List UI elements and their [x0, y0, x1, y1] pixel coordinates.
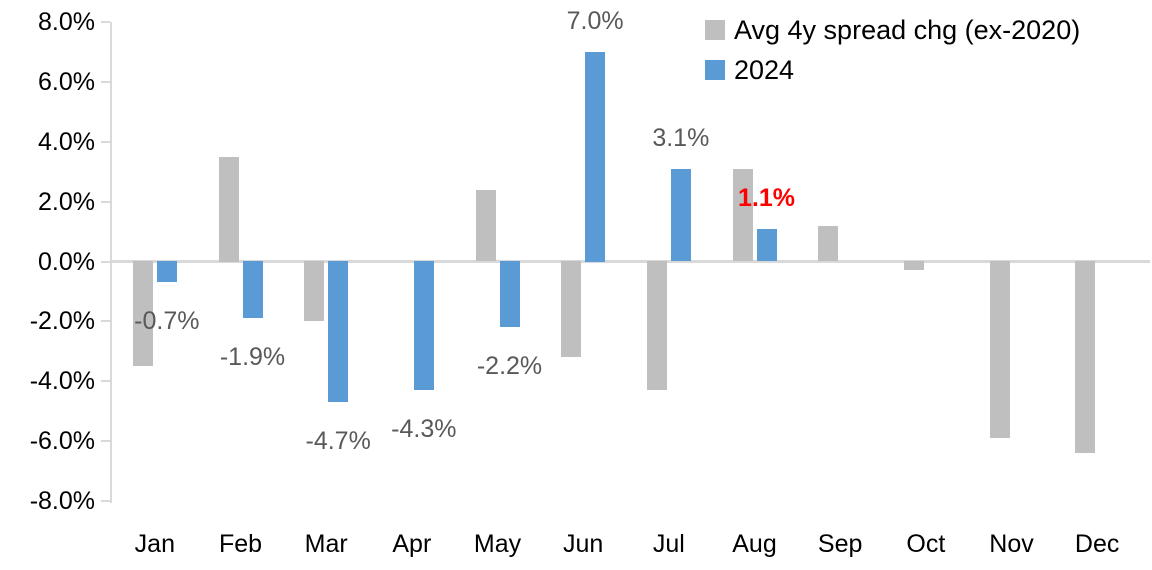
bar-2024-jun	[585, 51, 606, 262]
bar-avg-oct	[903, 260, 924, 271]
data-label-jul: 3.1%	[652, 123, 710, 152]
y-tick-label: 6.0%	[38, 67, 95, 96]
x-axis-label-nov: Nov	[989, 530, 1034, 558]
legend-item-avg-4y-spread: Avg 4y spread chg (ex-2020)	[705, 10, 1080, 50]
bar-2024-jan	[156, 260, 177, 283]
x-axis-label-may: May	[473, 530, 522, 558]
bar-avg-feb	[218, 156, 239, 262]
x-axis-label-oct: Oct	[906, 530, 946, 558]
bar-avg-may	[475, 189, 496, 262]
data-label-mar: -4.7%	[305, 427, 371, 456]
bar-2024-feb	[242, 260, 263, 319]
bar-2024-mar	[328, 260, 349, 403]
y-tick-label: -4.0%	[29, 367, 95, 396]
y-tick-label: 4.0%	[38, 127, 95, 156]
data-label-feb: -1.9%	[219, 343, 286, 372]
x-axis-label-feb: Feb	[218, 530, 263, 558]
bar-avg-aug	[732, 168, 753, 262]
bar-avg-jan	[132, 260, 153, 367]
bar-2024-aug	[756, 228, 777, 262]
y-tick-label: 0.0%	[38, 247, 95, 276]
bar-avg-mar	[304, 260, 325, 322]
data-label-apr: -4.3%	[391, 415, 457, 444]
data-label-aug: 1.1%	[738, 183, 795, 212]
y-tick-label: -6.0%	[29, 427, 95, 456]
x-axis-label-apr: Apr	[392, 530, 432, 558]
x-axis-label-sep: Sep	[817, 530, 863, 558]
data-label-jan: -0.7%	[134, 307, 200, 336]
y-tick-mark	[101, 140, 110, 143]
y-tick-mark	[101, 380, 110, 383]
x-axis-label-dec: Dec	[1074, 530, 1120, 558]
x-axis-label-mar: Mar	[304, 530, 348, 558]
x-axis-label-jun: Jun	[563, 530, 604, 558]
x-axis-label-jan: Jan	[134, 530, 175, 558]
y-axis-line	[110, 22, 112, 503]
y-tick-label: -8.0%	[29, 487, 95, 515]
y-tick-mark	[101, 21, 110, 23]
x-axis-label-jul: Jul	[652, 530, 685, 558]
bar-avg-sep	[818, 225, 839, 262]
bar-avg-jul	[646, 260, 667, 391]
legend-label: Avg 4y spread chg (ex-2020)	[734, 14, 1081, 45]
legend-swatch-icon	[705, 60, 725, 80]
bar-2024-may	[499, 260, 520, 328]
y-tick-label: 8.0%	[38, 8, 95, 36]
bar-avg-nov	[989, 260, 1010, 439]
y-tick-mark	[101, 320, 110, 323]
y-tick-mark	[101, 500, 110, 502]
legend: Avg 4y spread chg (ex-2020) 2024	[705, 10, 1080, 90]
bar-avg-jun	[561, 260, 582, 358]
y-tick-mark	[101, 80, 110, 83]
data-label-may: -2.2%	[476, 352, 543, 381]
y-tick-mark	[101, 440, 110, 443]
zero-line	[112, 260, 1150, 263]
legend-label: 2024	[734, 54, 795, 85]
bar-2024-apr	[413, 260, 434, 391]
bar-2024-jul	[670, 168, 691, 262]
legend-item-2024: 2024	[705, 50, 1080, 90]
data-label-jun: 7.0%	[566, 6, 624, 35]
legend-swatch-icon	[705, 20, 725, 40]
y-tick-mark	[101, 200, 110, 203]
y-tick-label: -2.0%	[29, 307, 95, 336]
y-tick-mark	[101, 260, 110, 263]
bar-avg-dec	[1075, 260, 1096, 454]
x-axis-label-aug: Aug	[732, 530, 777, 558]
y-tick-label: 2.0%	[38, 187, 95, 216]
